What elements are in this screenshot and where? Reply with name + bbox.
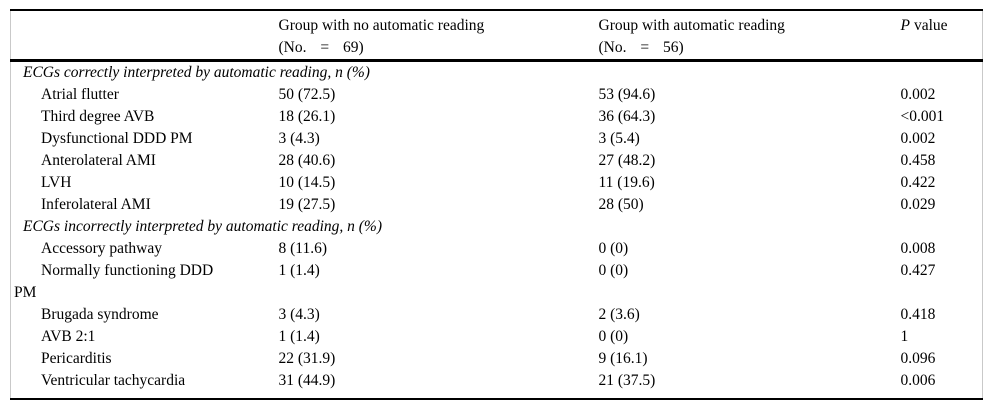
p-value: 0.006 xyxy=(900,372,936,389)
value-auto: 36 (64.3) xyxy=(598,108,656,125)
value-no-auto: 10 (14.5) xyxy=(278,174,336,191)
row-label-cell: Anterolateral AMI xyxy=(11,150,279,172)
row-label: LVH xyxy=(41,174,72,191)
paper-table-figure: Group with no automatic reading (No. = 6… xyxy=(10,9,983,400)
value-no-auto: 31 (44.9) xyxy=(278,372,336,389)
p-value: <0.001 xyxy=(900,108,945,125)
value-no-auto: 8 (11.6) xyxy=(278,240,328,257)
value-auto: 28 (50) xyxy=(598,196,644,213)
value-no-auto: 3 (4.3) xyxy=(278,306,320,323)
section-header-row-incorrect: ECGs incorrectly interpreted by automati… xyxy=(11,216,983,238)
section-header-correct: ECGs correctly interpreted by automatic … xyxy=(23,64,370,81)
table-row: AVB 2:1 1 (1.4) 0 (0) 1 xyxy=(11,326,983,348)
value-auto: 0 (0) xyxy=(598,262,629,279)
column-header-auto-group: Group with automatic reading (No. = 56) xyxy=(598,10,901,62)
row-label: AVB 2:1 xyxy=(41,328,96,345)
table-header: Group with no automatic reading (No. = 6… xyxy=(10,10,983,62)
p-symbol: P xyxy=(900,17,910,34)
row-label: Ventricular tachycardia xyxy=(41,372,186,389)
p-value: 0.418 xyxy=(900,306,936,323)
row-label-cell: Accessory pathway xyxy=(11,238,279,260)
table-row: Normally functioning DDD PM 1 (1.4) 0 (0… xyxy=(11,260,983,304)
row-label-cell: Third degree AVB xyxy=(11,106,279,128)
table-body: ECGs correctly interpreted by automatic … xyxy=(11,61,983,400)
row-label: Third degree AVB xyxy=(41,108,155,125)
value-auto: 3 (5.4) xyxy=(598,130,640,147)
column-header-no-auto-count: (No. = 69) xyxy=(278,39,364,56)
row-label-cell: LVH xyxy=(11,172,279,194)
p-value: 0.029 xyxy=(900,196,936,213)
value-no-auto: 18 (26.1) xyxy=(278,108,336,125)
column-header-empty xyxy=(10,10,279,62)
p-value: 0.002 xyxy=(900,86,936,103)
value-auto: 27 (48.2) xyxy=(598,152,656,169)
value-auto: 11 (19.6) xyxy=(598,174,655,191)
table-row: Third degree AVB 18 (26.1) 36 (64.3) <0.… xyxy=(11,106,983,128)
value-auto: 2 (3.6) xyxy=(598,306,640,323)
table-row: Brugada syndrome 3 (4.3) 2 (3.6) 0.418 xyxy=(11,304,983,326)
header-row: Group with no automatic reading (No. = 6… xyxy=(10,10,983,62)
section-header-row-correct: ECGs correctly interpreted by automatic … xyxy=(11,61,983,85)
results-table: Group with no automatic reading (No. = 6… xyxy=(10,9,983,400)
row-label-cell: Inferolateral AMI xyxy=(11,194,279,216)
value-no-auto: 22 (31.9) xyxy=(278,350,336,367)
p-value: 0.096 xyxy=(900,350,936,367)
p-value: 1 xyxy=(900,328,909,345)
row-label-cell: AVB 2:1 xyxy=(11,326,279,348)
table-row: Dysfunctional DDD PM 3 (4.3) 3 (5.4) 0.0… xyxy=(11,128,983,150)
value-auto: 0 (0) xyxy=(598,328,629,345)
row-label: Anterolateral AMI xyxy=(41,152,156,169)
table-row: Anterolateral AMI 28 (40.6) 27 (48.2) 0.… xyxy=(11,150,983,172)
p-value: 0.458 xyxy=(900,152,936,169)
column-header-auto-count: (No. = 56) xyxy=(598,39,684,56)
p-value-word: value xyxy=(913,17,948,34)
column-header-auto-line1: Group with automatic reading xyxy=(598,17,785,34)
p-value: 0.008 xyxy=(900,240,936,257)
p-value: 0.002 xyxy=(900,130,936,147)
row-label: Accessory pathway xyxy=(41,240,162,257)
value-auto: 9 (16.1) xyxy=(598,350,648,367)
row-label-cell: Atrial flutter xyxy=(11,84,279,106)
section-header-incorrect: ECGs incorrectly interpreted by automati… xyxy=(23,218,383,235)
row-label: Dysfunctional DDD PM xyxy=(41,130,193,147)
p-value: 0.427 xyxy=(900,262,936,279)
table-row: Accessory pathway 8 (11.6) 0 (0) 0.008 xyxy=(11,238,983,260)
row-label-cell: Brugada syndrome xyxy=(11,304,279,326)
row-label: Brugada syndrome xyxy=(41,306,159,323)
row-label-wrap-line: PM xyxy=(14,284,37,301)
row-label: Inferolateral AMI xyxy=(41,196,151,213)
p-value: 0.422 xyxy=(900,174,936,191)
value-no-auto: 1 (1.4) xyxy=(278,328,320,345)
row-label-cell: Pericarditis xyxy=(11,348,279,370)
table-row: Atrial flutter 50 (72.5) 53 (94.6) 0.002 xyxy=(11,84,983,106)
table-row: Inferolateral AMI 19 (27.5) 28 (50) 0.02… xyxy=(11,194,983,216)
value-no-auto: 28 (40.6) xyxy=(278,152,336,169)
value-no-auto: 1 (1.4) xyxy=(278,262,320,279)
row-label: Normally functioning DDD xyxy=(41,262,214,279)
column-header-no-auto-line1: Group with no automatic reading xyxy=(278,17,485,34)
table-row: Ventricular tachycardia 31 (44.9) 21 (37… xyxy=(11,370,983,399)
table-row: LVH 10 (14.5) 11 (19.6) 0.422 xyxy=(11,172,983,194)
table-row: Pericarditis 22 (31.9) 9 (16.1) 0.096 xyxy=(11,348,983,370)
row-label: Atrial flutter xyxy=(41,86,119,103)
value-auto: 53 (94.6) xyxy=(598,86,656,103)
value-auto: 21 (37.5) xyxy=(598,372,656,389)
row-label-cell: Ventricular tachycardia xyxy=(11,370,279,399)
value-no-auto: 19 (27.5) xyxy=(278,196,336,213)
row-label-cell: Dysfunctional DDD PM xyxy=(11,128,279,150)
column-header-no-auto-group: Group with no automatic reading (No. = 6… xyxy=(278,10,599,62)
value-auto: 0 (0) xyxy=(598,240,629,257)
row-label-cell: Normally functioning DDD PM xyxy=(11,260,279,304)
value-no-auto: 50 (72.5) xyxy=(278,86,336,103)
row-label: Pericarditis xyxy=(41,350,112,367)
value-no-auto: 3 (4.3) xyxy=(278,130,320,147)
